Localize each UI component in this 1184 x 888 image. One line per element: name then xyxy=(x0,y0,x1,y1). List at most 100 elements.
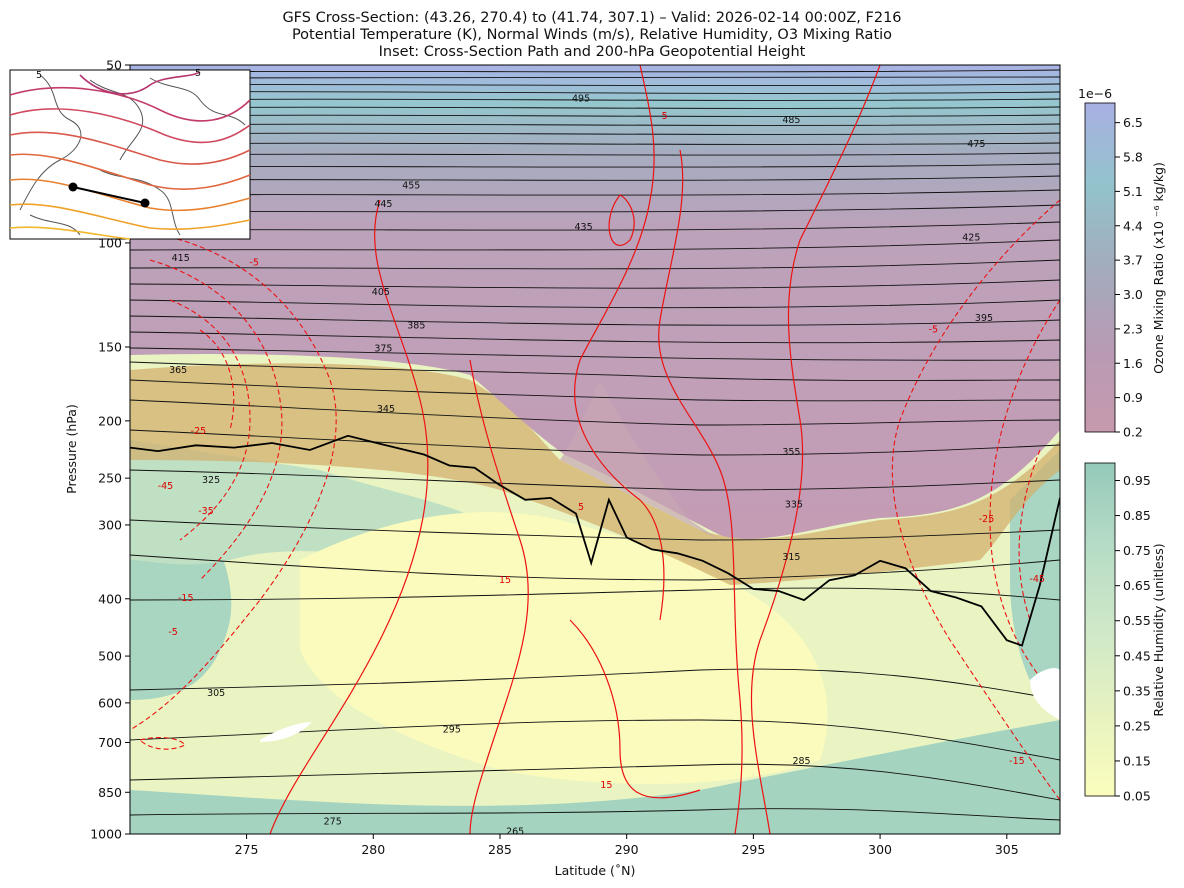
x-tick-label: 305 xyxy=(995,842,1019,857)
theta-contour-label: 315 xyxy=(782,552,800,563)
moist-region-east xyxy=(1010,450,1060,720)
ozone-colorbar-exponent: 1e−6 xyxy=(1078,86,1112,101)
ozone-colorbar: 1e−6 6.5 5.8 5.1 4.4 3.7 3.0 2.3 1.6 0.9 0.2 Ozon… xyxy=(1078,86,1166,440)
theta-contour-label: 325 xyxy=(202,475,220,486)
theta-contour-label: 355 xyxy=(782,447,800,458)
wind-contours-negative xyxy=(130,199,1060,801)
wind-contours xyxy=(269,65,881,834)
theta-contour-label: 295 xyxy=(443,725,461,736)
theta-contour-label: 495 xyxy=(572,94,590,105)
y-tick-label: 850 xyxy=(98,785,122,800)
rh-colorbar-label: Relative Humidity (unitless) xyxy=(1151,543,1166,716)
colorbar-tick-label: 0.75 xyxy=(1123,543,1151,558)
y-tick-label: 400 xyxy=(98,591,122,606)
theta-contour-label: 285 xyxy=(792,756,810,767)
wind-contour-label: 15 xyxy=(600,780,612,791)
inset-path-start xyxy=(68,182,78,192)
colorbar-tick-label: 0.85 xyxy=(1123,508,1151,523)
y-tick-label: 200 xyxy=(98,413,122,428)
inset-coastlines xyxy=(19,74,246,236)
transition-layer xyxy=(130,363,1060,585)
theta-contour-label: 345 xyxy=(377,404,395,415)
y-tick-label: 600 xyxy=(98,695,122,710)
colorbar-tick-label: 0.2 xyxy=(1123,425,1143,440)
missing-data-patch-east xyxy=(1030,668,1060,720)
x-axis-label: Latitude (˚N) xyxy=(555,863,636,878)
wind-labels: -5 -5 5 5 -25 -45 -35 -15 -5 15 15 -15 -25 -45 xyxy=(158,111,1045,791)
x-tick-label: 295 xyxy=(741,842,765,857)
theta-labels: 495 485 475 455 445 435 425 415 405 395 385 375 365 3… xyxy=(169,94,993,834)
theta-contour-label: 405 xyxy=(372,287,390,298)
wind-contour-label: -35 xyxy=(198,506,214,517)
wind-contour-label: 5 xyxy=(662,111,668,122)
theta-contour-label: 455 xyxy=(402,181,420,192)
inset-contour-label: 5 xyxy=(195,68,201,79)
theta-contour-label: 275 xyxy=(324,817,342,828)
moist-region-low-levels xyxy=(130,720,1060,834)
theta-contour-label: 335 xyxy=(785,499,803,510)
colorbar-tick-label: 0.95 xyxy=(1123,473,1151,488)
plot-frame xyxy=(129,64,1061,835)
colorbar-tick-label: 6.5 xyxy=(1123,115,1143,130)
wind-contour-label: -15 xyxy=(178,593,194,604)
wind-contour-label: 15 xyxy=(499,575,511,586)
plot-area: 495 485 475 455 445 435 425 415 405 395 385 375 365 3… xyxy=(130,65,1060,834)
theta-contour-label: 475 xyxy=(967,139,985,150)
inset-map: 5 5 xyxy=(9,68,251,240)
theta-contour-label: 385 xyxy=(407,321,425,332)
wind-contour-label: -15 xyxy=(1009,756,1025,767)
y-tick-label: 150 xyxy=(98,340,122,355)
wind-contour-label: -25 xyxy=(979,514,995,525)
colorbar-tick-label: 3.0 xyxy=(1123,287,1143,302)
chart-title-line2: Potential Temperature (K), Normal Winds … xyxy=(292,27,892,43)
colorbar-tick-label: 5.1 xyxy=(1123,184,1143,199)
chart-title-line1: GFS Cross-Section: (43.26, 270.4) to (41… xyxy=(282,10,901,26)
theta-contour-label: 305 xyxy=(207,688,225,699)
theta-contour-label: 365 xyxy=(169,365,187,376)
x-tick-label: 285 xyxy=(488,842,512,857)
y-tick-label: 300 xyxy=(98,517,122,532)
theta-contour-label: 425 xyxy=(962,233,980,244)
theta-contour-label: 375 xyxy=(374,344,392,355)
theta-contour-label: 415 xyxy=(172,253,190,264)
colorbar-tick-label: 0.25 xyxy=(1123,718,1151,733)
inset-path-end xyxy=(140,198,150,208)
wind-contour-label: -45 xyxy=(158,481,174,492)
colorbar-tick-label: 0.35 xyxy=(1123,683,1151,698)
ozone-tongue xyxy=(560,380,720,540)
wind-contour-label: -45 xyxy=(1029,574,1045,585)
theta-contour-label: 445 xyxy=(374,199,392,210)
wind-contour-label: -25 xyxy=(191,426,207,437)
tropopause-line xyxy=(130,434,1060,647)
y-tick-label: 1000 xyxy=(90,827,122,842)
y-tick-label: 700 xyxy=(98,735,122,750)
inset-section-path xyxy=(72,186,146,204)
y-tick-label: 500 xyxy=(98,649,122,664)
inset-contour-label: 5 xyxy=(36,70,42,81)
rh-colorbar: 0.95 0.85 0.75 0.65 0.55 0.45 0.35 0.25 0.15 0.05… xyxy=(1084,462,1166,804)
colorbar-tick-label: 0.45 xyxy=(1123,648,1151,663)
colorbar-tick-label: 2.3 xyxy=(1123,321,1143,336)
wind-contour-label: -5 xyxy=(168,627,177,638)
theta-contour-label: 435 xyxy=(575,222,593,233)
colorbar-tick-label: 4.4 xyxy=(1123,218,1143,233)
x-tick-label: 290 xyxy=(615,842,639,857)
colorbar-tick-label: 0.55 xyxy=(1123,613,1151,628)
colorbar-tick-label: 3.7 xyxy=(1123,253,1143,268)
theta-contour-label: 485 xyxy=(782,115,800,126)
colorbar-tick-label: 5.8 xyxy=(1123,150,1143,165)
y-tick-label: 50 xyxy=(106,58,122,73)
y-axis-label: Pressure (hPa) xyxy=(64,404,79,494)
wind-contour-label: -5 xyxy=(929,324,938,335)
wind-contour-label: -5 xyxy=(249,258,258,269)
missing-data-patch xyxy=(260,722,312,742)
colorbar-tick-label: 0.15 xyxy=(1123,753,1151,768)
colorbar-tick-label: 0.05 xyxy=(1123,789,1151,804)
inset-geopotential-contours xyxy=(9,71,251,240)
chart-title-line3: Inset: Cross-Section Path and 200-hPa Ge… xyxy=(379,44,806,60)
colorbar-tick-label: 0.9 xyxy=(1123,390,1143,405)
x-tick-label: 275 xyxy=(235,842,259,857)
wind-contour-label: 5 xyxy=(578,502,584,513)
x-tick-label: 280 xyxy=(361,842,385,857)
